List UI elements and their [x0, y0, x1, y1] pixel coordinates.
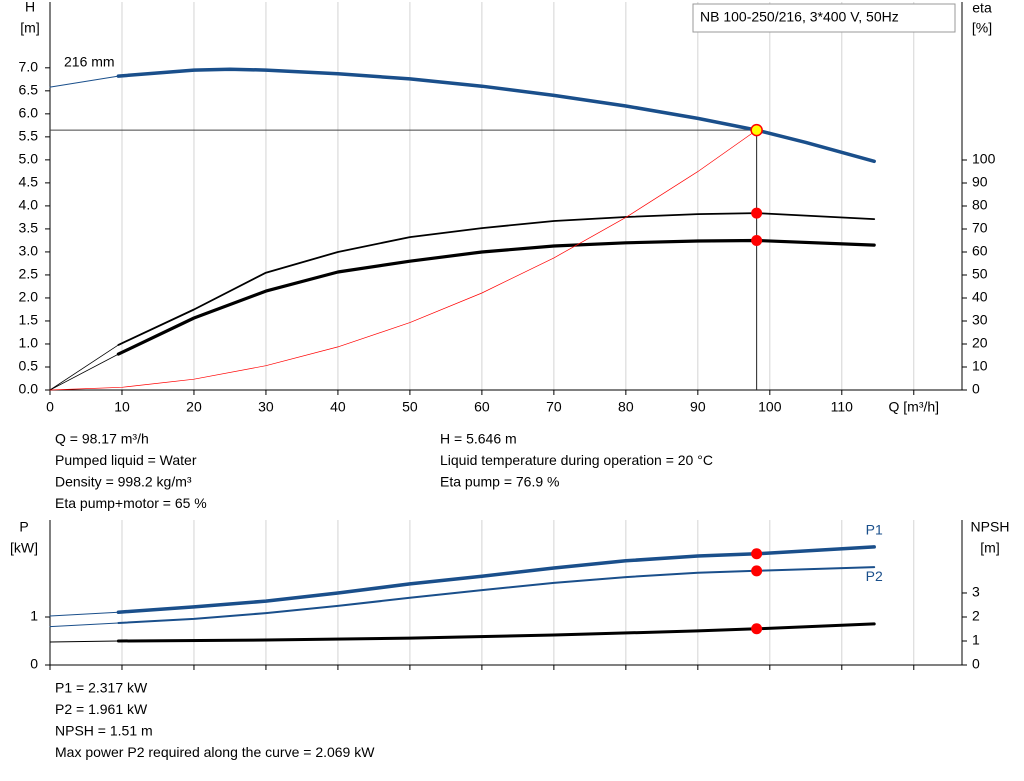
y2-tick-label: 50: [972, 266, 988, 282]
y2-tick-label: 2: [972, 608, 980, 624]
y-tick-label: 0.0: [19, 381, 39, 397]
y2-tick-label: 100: [972, 151, 996, 167]
x-tick-label: 110: [831, 399, 854, 415]
y2-tick-label: 0: [972, 381, 980, 397]
y2-axis-unit: [m]: [980, 540, 999, 556]
info-line: Density = 998.2 kg/m³: [55, 474, 192, 490]
x-tick-label: 80: [618, 399, 634, 415]
operating-point: [751, 565, 763, 577]
info-line: P2 = 1.961 kW: [55, 701, 148, 717]
y2-tick-label: 90: [972, 174, 988, 190]
y2-tick-label: 60: [972, 243, 988, 259]
x-tick-label: 90: [690, 399, 706, 415]
y2-tick-label: 3: [972, 584, 980, 600]
curve: [116, 545, 876, 614]
curve: [49, 75, 119, 88]
y2-tick-label: 0: [972, 656, 980, 672]
y-tick-label: 6.0: [19, 105, 39, 121]
x-tick-label: 0: [46, 399, 54, 415]
operating-point: [751, 623, 763, 635]
curve: [49, 353, 119, 391]
info-line: Liquid temperature during operation = 20…: [440, 452, 713, 468]
y-tick-label: 2.5: [19, 266, 39, 282]
y2-tick-label: 40: [972, 289, 988, 305]
y2-tick-label: 20: [972, 335, 988, 351]
x-tick-label: Q [m³/h]: [888, 399, 939, 415]
x-tick-label: 60: [474, 399, 490, 415]
operating-point: [750, 123, 763, 137]
curve: [116, 238, 876, 356]
curve: [49, 344, 119, 391]
x-tick-label: 10: [114, 399, 130, 415]
x-tick-label: 100: [758, 399, 782, 415]
info-line: Eta pump = 76.9 %: [440, 474, 559, 490]
y-axis-unit: [kW]: [10, 540, 38, 556]
y-tick-label: 6.5: [19, 82, 39, 98]
y2-axis-label: NPSH: [971, 519, 1010, 535]
y-tick-label: 0: [30, 656, 38, 672]
y2-axis-label: eta: [972, 0, 992, 16]
y-tick-label: 1.0: [19, 335, 39, 351]
info-line: Eta pump+motor = 65 %: [55, 495, 207, 511]
y2-tick-label: 80: [972, 197, 988, 213]
y-tick-label: 1.5: [19, 312, 39, 328]
y-tick-label: 3.0: [19, 243, 39, 259]
curve-annotation: 216 mm: [64, 54, 115, 70]
curve: [49, 640, 119, 643]
x-tick-label: 50: [402, 399, 418, 415]
info-line: Q = 98.17 m³/h: [55, 431, 149, 447]
y-axis-label: P: [19, 519, 28, 535]
curve: [117, 212, 876, 346]
operating-point: [751, 235, 763, 247]
info-line: P1 = 2.317 kW: [55, 680, 148, 696]
y2-tick-label: 10: [972, 358, 988, 374]
y-axis-label: H: [25, 0, 35, 15]
y-tick-label: 3.5: [19, 220, 39, 236]
y-tick-label: 2.0: [19, 289, 39, 305]
y-tick-label: 5.0: [19, 151, 39, 167]
y-tick-label: 5.5: [19, 128, 39, 144]
x-tick-label: 40: [330, 399, 346, 415]
x-tick-label: 20: [186, 399, 202, 415]
chart-title: NB 100-250/216, 3*400 V, 50Hz: [700, 9, 899, 25]
x-tick-label: 30: [258, 399, 274, 415]
title-box: [692, 3, 956, 33]
curve: [49, 622, 119, 628]
y-tick-label: 4.5: [19, 174, 39, 190]
curve-label: P1: [866, 522, 883, 538]
y2-tick-label: 70: [972, 220, 988, 236]
y-tick-label: 1: [30, 608, 38, 624]
y-tick-label: 0.5: [19, 358, 39, 374]
y2-tick-label: 30: [972, 312, 988, 328]
operating-point: [751, 548, 763, 560]
curve: [49, 611, 119, 617]
info-line: H = 5.646 m: [440, 431, 517, 447]
info-line: Max power P2 required along the curve = …: [55, 744, 375, 760]
y2-tick-label: 1: [972, 632, 980, 648]
info-line: Pumped liquid = Water: [55, 452, 197, 468]
x-tick-label: 70: [546, 399, 562, 415]
curve: [49, 129, 757, 391]
operating-point: [751, 207, 763, 219]
y-tick-label: 4.0: [19, 197, 39, 213]
curve: [117, 566, 876, 624]
y2-axis-unit: [%]: [972, 20, 992, 36]
info-line: NPSH = 1.51 m: [55, 723, 153, 739]
y-axis-unit: [m]: [20, 20, 39, 36]
curve-label: P2: [866, 568, 883, 584]
y-tick-label: 7.0: [19, 59, 39, 75]
